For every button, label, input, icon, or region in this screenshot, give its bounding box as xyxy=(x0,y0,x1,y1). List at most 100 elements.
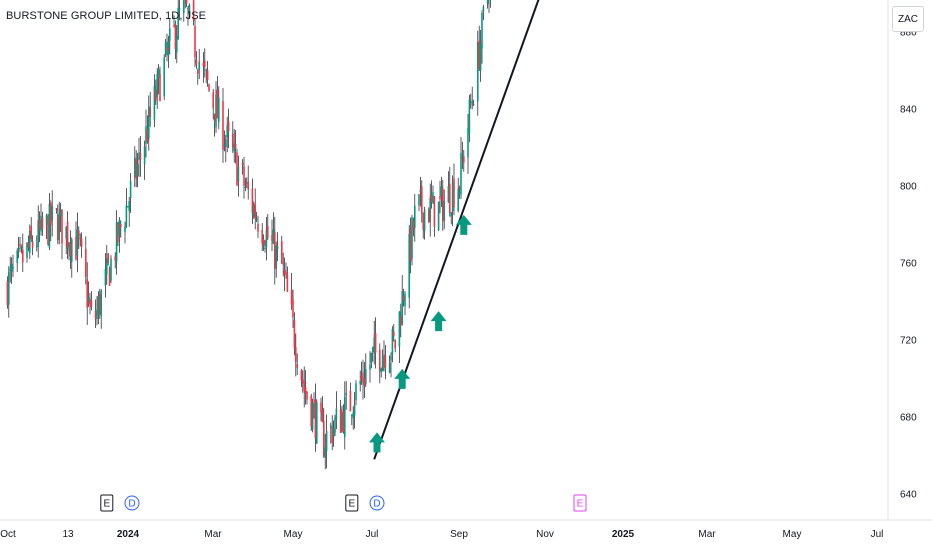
candle-down xyxy=(267,225,269,238)
candle-up xyxy=(183,0,185,13)
y-tick-label: 720 xyxy=(900,336,917,347)
earnings-marker-icon xyxy=(100,494,114,512)
candle-up xyxy=(87,297,90,304)
candle-down xyxy=(449,184,451,214)
y-tick-label: 680 xyxy=(900,413,917,424)
candle-up xyxy=(325,430,328,452)
candle-down xyxy=(470,103,472,105)
candle-down xyxy=(61,209,63,244)
candle-down xyxy=(55,208,58,210)
candle-up xyxy=(330,425,332,429)
candle-down xyxy=(302,379,304,384)
candle-up xyxy=(244,186,247,188)
candle-up xyxy=(316,402,318,444)
candle-down xyxy=(139,152,142,160)
candles-group xyxy=(6,0,491,470)
y-tick-label: 760 xyxy=(900,259,917,270)
currency-button[interactable]: ZAC xyxy=(892,6,924,32)
event-marker-label: E xyxy=(348,499,355,510)
x-tick-label: Oct xyxy=(0,529,16,540)
candle-up xyxy=(450,212,452,217)
candle-down xyxy=(173,25,175,27)
candle-down xyxy=(80,238,83,247)
candle-down xyxy=(374,333,377,353)
candle-up xyxy=(176,35,178,53)
candle-down xyxy=(300,370,303,381)
candle-down xyxy=(174,24,177,50)
candle-down xyxy=(286,274,289,292)
x-tick-label: Mar xyxy=(204,529,222,540)
candle-down xyxy=(342,411,345,432)
candle-up xyxy=(423,209,426,231)
candle-down xyxy=(155,89,157,101)
event-marker-label: E xyxy=(577,499,584,510)
candle-down xyxy=(204,60,206,67)
candle-down xyxy=(27,242,30,248)
candle-up xyxy=(233,143,235,152)
candle-up xyxy=(127,206,129,208)
candle-down xyxy=(321,409,324,423)
candle-up xyxy=(457,188,459,211)
candle-down xyxy=(107,253,109,264)
candle-down xyxy=(79,237,81,240)
candle-up xyxy=(10,263,13,272)
candle-up xyxy=(225,139,227,147)
candle-up xyxy=(275,245,277,269)
candle-up xyxy=(468,99,471,134)
candle-up xyxy=(164,42,167,55)
candle-down xyxy=(453,178,455,208)
candle-down xyxy=(402,295,405,301)
candle-down xyxy=(463,156,465,163)
candle-down xyxy=(222,101,224,150)
candle-up xyxy=(332,428,335,438)
candle-up xyxy=(129,180,132,199)
candle-down xyxy=(323,420,325,457)
candle-up xyxy=(390,355,392,361)
candle-up xyxy=(355,383,357,401)
candle-up xyxy=(143,146,146,165)
candle-up xyxy=(106,258,108,275)
candle-up xyxy=(313,403,315,406)
candle-up xyxy=(370,352,373,364)
symbol-title: BURSTONE GROUP LIMITED, 1D, JSE xyxy=(6,10,207,22)
candle-up xyxy=(467,128,469,158)
candle-up xyxy=(372,347,374,353)
event-marker-label: D xyxy=(373,499,380,510)
x-tick-label: Jul xyxy=(366,529,379,540)
candle-up xyxy=(100,290,102,316)
candle-up xyxy=(486,0,489,5)
candle-down xyxy=(117,222,119,243)
candle-up xyxy=(359,380,361,385)
candle-up xyxy=(391,329,394,355)
candle-down xyxy=(75,237,77,260)
up-arrow-icon xyxy=(394,368,411,389)
candle-down xyxy=(208,84,210,91)
dividend-marker-icon xyxy=(369,495,385,511)
candle-up xyxy=(48,203,51,248)
candle-down xyxy=(6,281,9,306)
candle-down xyxy=(50,202,52,226)
candle-up xyxy=(138,152,140,160)
candle-up xyxy=(177,7,179,39)
candle-down xyxy=(120,224,122,228)
candle-up xyxy=(398,311,401,347)
candle-down xyxy=(66,221,69,248)
candle-down xyxy=(57,215,59,241)
candle-up xyxy=(188,4,191,15)
candle-up xyxy=(365,368,367,384)
x-tick-label: 2025 xyxy=(612,529,635,540)
candle-up xyxy=(45,215,48,225)
x-tick-label: May xyxy=(284,529,303,540)
candle-down xyxy=(69,242,72,257)
x-tick-label: Mar xyxy=(698,529,716,540)
candle-up xyxy=(167,41,170,56)
candle-down xyxy=(254,203,256,219)
candle-down xyxy=(135,158,137,179)
candle-down xyxy=(216,89,219,119)
candle-up xyxy=(124,226,126,233)
candle-down xyxy=(282,263,284,265)
candle-up xyxy=(369,364,371,370)
candle-down xyxy=(22,249,24,263)
